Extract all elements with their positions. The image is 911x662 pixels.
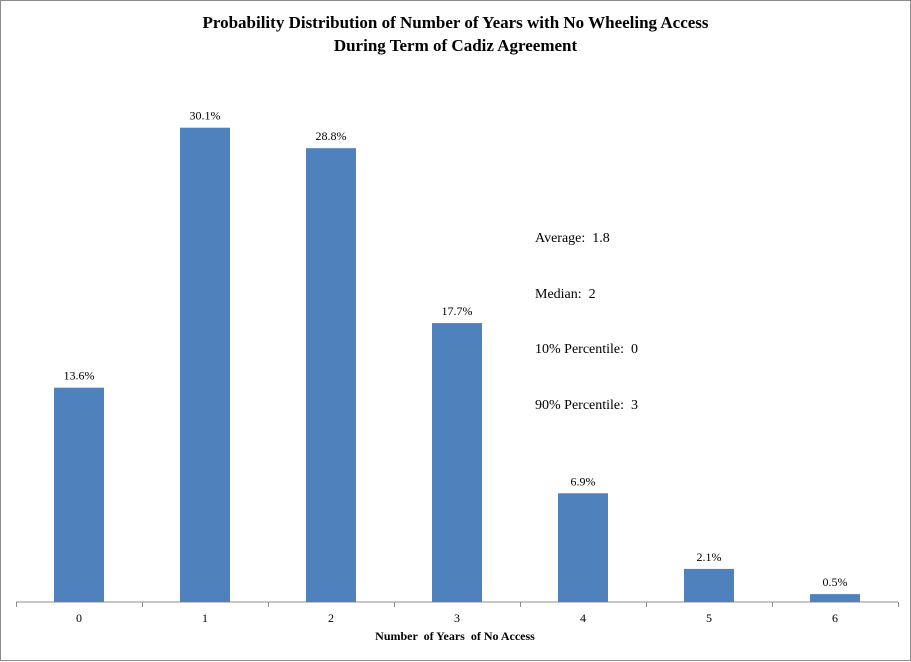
data-label: 28.8%	[316, 129, 347, 143]
bars	[54, 127, 860, 603]
stats-annotation: Average: 1.8 Median: 2 10% Percentile: 0…	[535, 193, 638, 452]
x-tick-label: 2	[328, 611, 334, 625]
chart-subtitle: During Term of Cadiz Agreement	[333, 36, 578, 55]
x-tick-label: 4	[580, 611, 586, 625]
x-tick-label: 6	[832, 611, 838, 625]
x-axis	[16, 601, 899, 607]
bar	[810, 594, 860, 602]
data-label: 2.1%	[697, 550, 722, 564]
x-tick-label: 3	[454, 611, 460, 625]
bar	[180, 127, 230, 603]
x-tick-label: 0	[76, 611, 82, 625]
bar	[306, 148, 356, 602]
stat-p10: 10% Percentile: 0	[535, 342, 639, 357]
data-label: 6.9%	[571, 474, 596, 488]
stat-average: Average: 1.8	[535, 231, 610, 246]
bar	[432, 323, 482, 602]
bar	[558, 493, 608, 602]
data-labels: 13.6% 30.1% 28.8% 17.7% 6.9% 2.1% 0.5%	[64, 109, 848, 589]
data-label: 17.7%	[442, 304, 473, 318]
stat-p90: 90% Percentile: 3	[535, 397, 639, 413]
x-tick-label: 1	[202, 611, 208, 625]
chart-title: Probability Distribution of Number of Ye…	[202, 13, 709, 32]
stat-median: Median: 2	[535, 286, 596, 302]
data-label: 30.1%	[190, 109, 221, 123]
x-tick-label: 5	[706, 611, 712, 625]
bar	[54, 387, 104, 602]
data-label: 13.6%	[64, 369, 95, 383]
tick-labels: 0 1 2 3 4 5 6	[76, 611, 838, 625]
data-label: 0.5%	[823, 575, 848, 589]
bar	[684, 568, 734, 602]
chart-title-block: Probability Distribution of Number of Ye…	[1, 11, 910, 57]
x-axis-title: Number of Years of No Access	[375, 629, 535, 643]
